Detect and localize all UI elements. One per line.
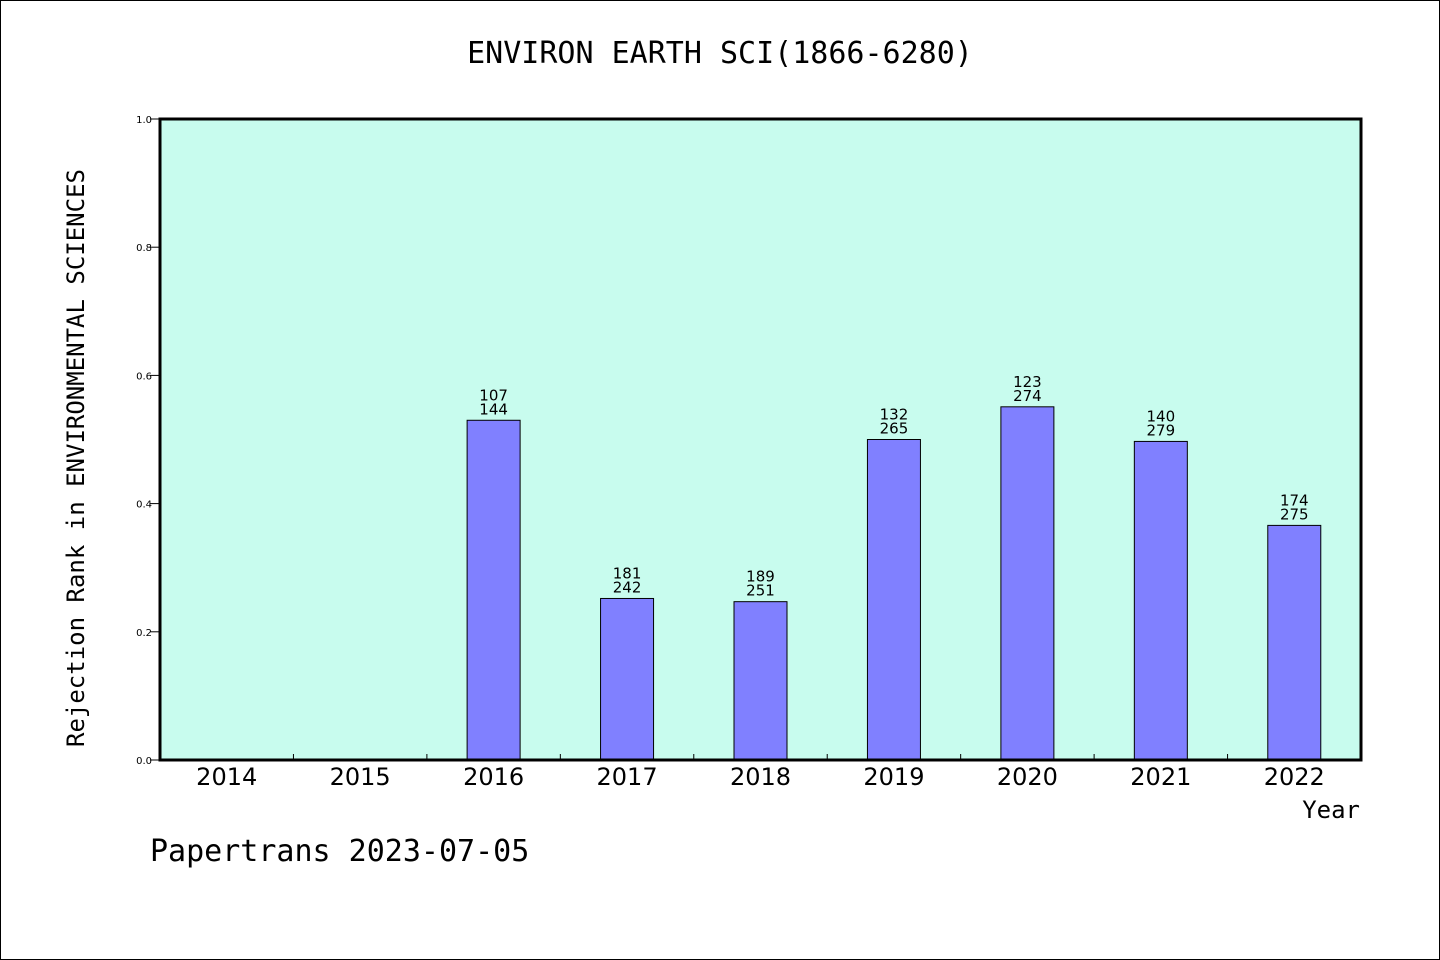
bar-label-bottom: 279 <box>1147 421 1176 439</box>
bar <box>733 601 788 761</box>
x-tick-label: 2018 <box>730 763 791 791</box>
x-tick-label: 2014 <box>196 763 257 791</box>
x-tick-label: 2015 <box>330 763 391 791</box>
y-tick-label: 0.0 <box>136 756 152 767</box>
bar-label-bottom: 265 <box>880 420 909 438</box>
bar-label-bottom: 144 <box>479 400 508 418</box>
x-tick-label: 2021 <box>1130 763 1191 791</box>
bar-label-bottom: 275 <box>1280 505 1309 523</box>
bar <box>600 597 655 761</box>
bar-label-bottom: 274 <box>1013 387 1042 405</box>
bar <box>1000 406 1055 761</box>
x-tick-label: 2020 <box>997 763 1058 791</box>
y-tick-label: 0.2 <box>136 628 152 639</box>
footer-text: Papertrans 2023-07-05 <box>150 834 530 869</box>
bar-label-top: 174 <box>1280 491 1309 509</box>
chart-title: ENVIRON EARTH SCI(1866-6280) <box>467 36 973 71</box>
bar <box>866 439 921 761</box>
y-tick-label: 0.4 <box>136 500 152 511</box>
bar-label-top: 107 <box>479 386 508 404</box>
plot-border <box>158 117 1363 762</box>
bar <box>1133 440 1188 761</box>
bar-label-top: 123 <box>1013 373 1042 391</box>
y-tick-label: 0.6 <box>136 371 152 382</box>
bar-label-top: 189 <box>746 568 775 586</box>
bar-label-top: 140 <box>1147 407 1176 425</box>
x-axis-label: Year <box>1302 796 1360 824</box>
y-tick-label: 1.0 <box>136 115 152 126</box>
y-tick-label: 0.8 <box>136 243 152 254</box>
bar <box>466 419 521 761</box>
bar-label-top: 132 <box>880 406 909 424</box>
x-tick-label: 2016 <box>463 763 524 791</box>
bar-label-bottom: 251 <box>746 582 775 600</box>
bar-label-top: 181 <box>613 564 642 582</box>
bar-label-bottom: 242 <box>613 578 642 596</box>
x-tick-label: 2022 <box>1264 763 1325 791</box>
x-tick-label: 2019 <box>863 763 924 791</box>
bar <box>1267 524 1322 761</box>
x-tick-label: 2017 <box>597 763 658 791</box>
